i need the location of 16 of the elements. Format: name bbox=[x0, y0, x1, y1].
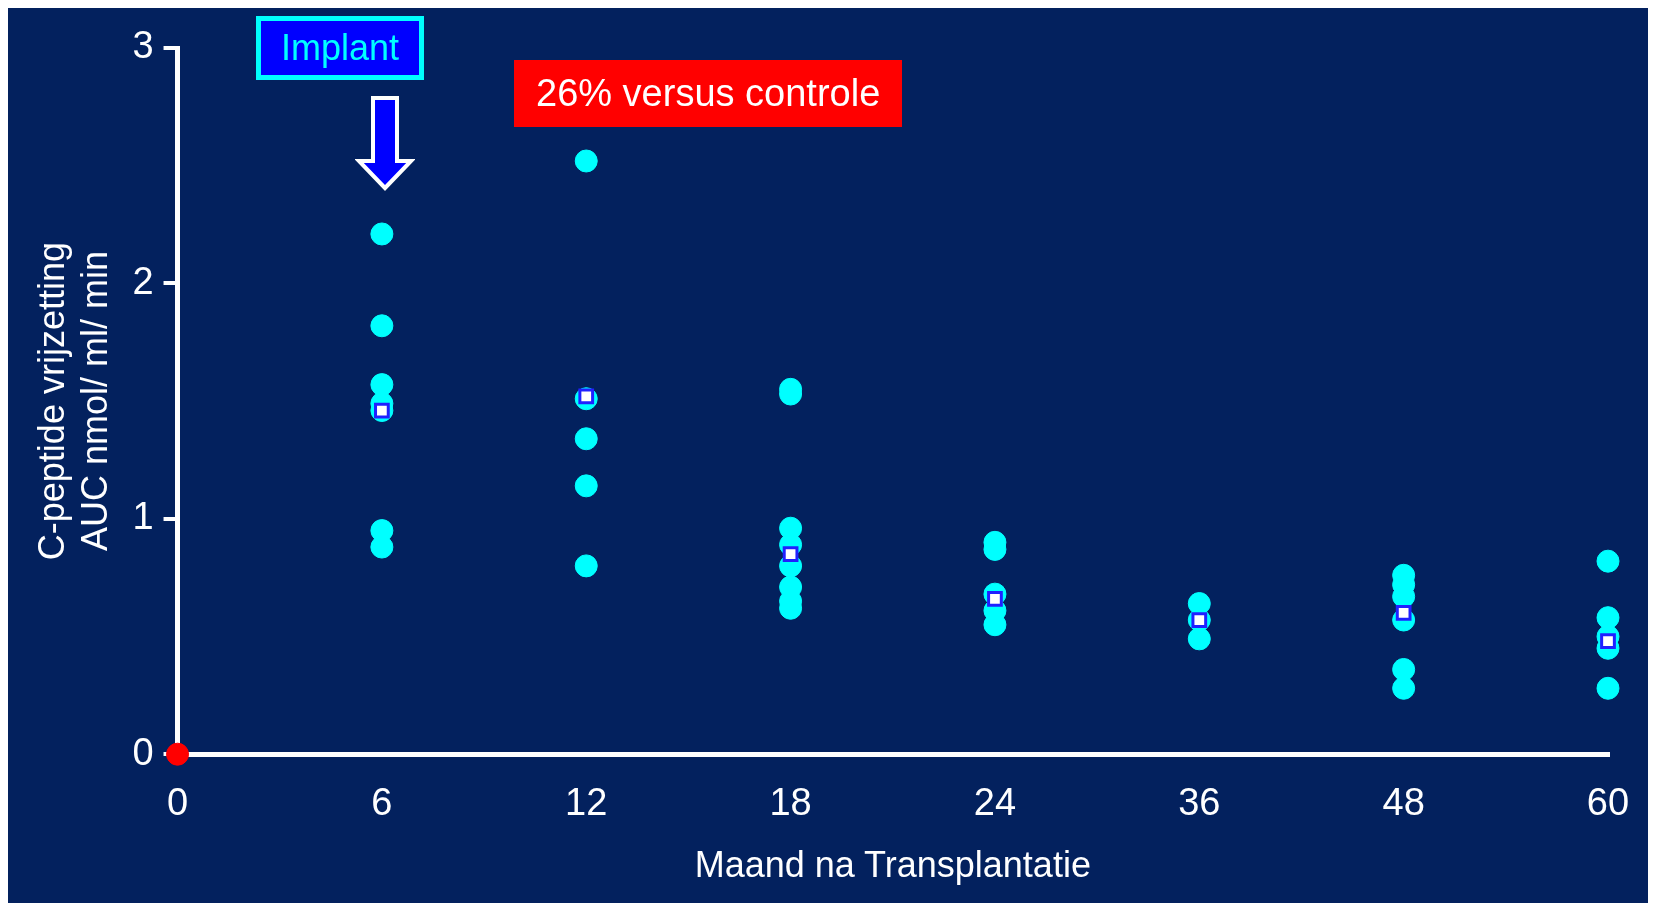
x-axis-title: Maand na Transplantatie bbox=[694, 844, 1091, 886]
x-tick-label: 18 bbox=[769, 781, 812, 824]
annotation: 26% versus controle bbox=[514, 60, 903, 127]
x-tick-label: 48 bbox=[1382, 781, 1425, 824]
x-tick-label: 24 bbox=[973, 781, 1017, 824]
x-tick-label: 0 bbox=[166, 781, 189, 824]
x-tick-label: 6 bbox=[371, 781, 393, 824]
x-tick-label: 36 bbox=[1178, 781, 1221, 824]
x-tick-label: 60 bbox=[1586, 781, 1630, 824]
y-tick-label: 0 bbox=[132, 730, 154, 773]
x-tick-label: 12 bbox=[565, 781, 608, 824]
y-tick-label: 1 bbox=[132, 495, 154, 538]
y-tick-label: 3 bbox=[132, 24, 154, 67]
annotation: Implant bbox=[256, 16, 425, 80]
y-axis-title: C-peptide vrijzetting AUC nmol/ ml/ min bbox=[30, 242, 115, 561]
y-tick-label: 2 bbox=[132, 259, 154, 302]
